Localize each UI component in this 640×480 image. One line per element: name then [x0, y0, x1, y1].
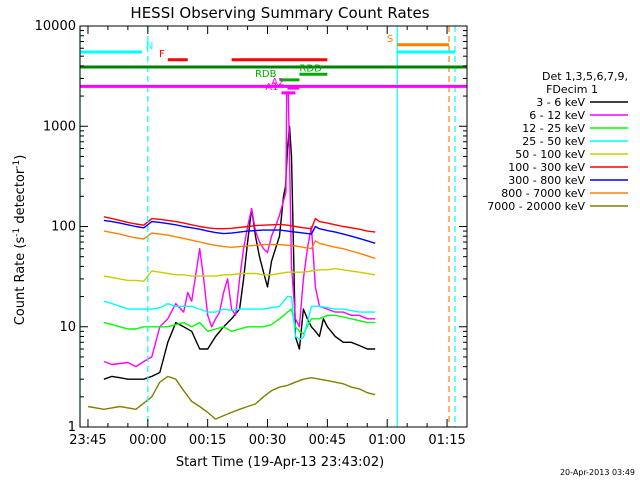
legend-label-3: 25 - 50 keV — [522, 135, 585, 148]
y-axis-label-sup1: -1 — [12, 228, 22, 237]
legend-header-line-2: FDecim 1 — [546, 83, 598, 96]
y-axis-label-sup2: -1 — [12, 160, 22, 169]
y-tick-label-1: 10 — [59, 320, 76, 335]
y-tick-label-4: 10000 — [35, 19, 76, 34]
footer-timestamp: 20-Apr-2013 03:49 — [560, 468, 635, 477]
flag-label-n: N — [146, 41, 153, 52]
legend-label-8: 7000 - 20000 keV — [487, 200, 585, 213]
y-tick-label-3: 1000 — [43, 119, 76, 134]
y-axis-label: Count Rate (s-1 detector-1) — [12, 155, 28, 326]
x-tick-label-2: 00:15 — [189, 433, 226, 448]
legend-label-1: 6 - 12 keV — [529, 109, 585, 122]
x-tick-label-4: 00:45 — [309, 433, 346, 448]
series-line-4 — [103, 267, 376, 282]
legend-label-5: 100 - 300 keV — [508, 161, 585, 174]
series-line-0 — [103, 125, 376, 380]
legend-label-0: 3 - 6 keV — [536, 96, 585, 109]
x-tick-label-0: 23:45 — [69, 433, 106, 448]
series-line-3 — [103, 295, 376, 340]
flag-label-rdb: RDB — [255, 69, 277, 80]
legend-label-6: 300 - 800 keV — [508, 174, 585, 187]
y-tick-label-2: 100 — [51, 220, 76, 235]
series-line-2 — [103, 308, 376, 335]
legend-label-2: 12 - 25 keV — [522, 122, 585, 135]
flag-label-rdd: RDD — [299, 63, 322, 74]
series-line-1 — [103, 91, 376, 368]
flag-label-a1: A1 — [265, 82, 278, 93]
legend-label-4: 50 - 100 keV — [515, 148, 585, 161]
series-line-7 — [103, 230, 376, 260]
x-tick-label-5: 01:00 — [368, 433, 405, 448]
series-line-5 — [103, 216, 376, 233]
y-tick-label-0: 1 — [68, 420, 76, 435]
legend-header-line-1: Det 1,3,5,6,7,9, — [542, 70, 628, 83]
x-axis-label: Start Time (19-Apr-13 23:43:02) — [176, 455, 384, 470]
axis-layer: 1 10 100 1000 10000 23:45 00:00 00:15 00:30 00:45… — [35, 19, 468, 448]
y-axis-label-end: ) — [13, 155, 28, 160]
x-tick-label-3: 00:30 — [249, 433, 286, 448]
plot-data-layer — [87, 91, 376, 420]
series-line-6 — [103, 219, 376, 244]
flag-label-s: S — [387, 34, 393, 45]
series-line-8 — [87, 375, 376, 420]
flag-label-f: F — [159, 49, 165, 60]
x-tick-label-6: 01:15 — [428, 433, 465, 448]
legend-label-7: 800 - 7000 keV — [501, 187, 585, 200]
chart-title: HESSI Observing Summary Count Rates — [130, 4, 429, 22]
y-axis-label-mid: detector — [13, 168, 28, 228]
flag-label-a2: A2 — [271, 77, 284, 88]
y-axis-label-main: Count Rate (s — [13, 237, 28, 326]
x-tick-label-1: 00:00 — [129, 433, 166, 448]
